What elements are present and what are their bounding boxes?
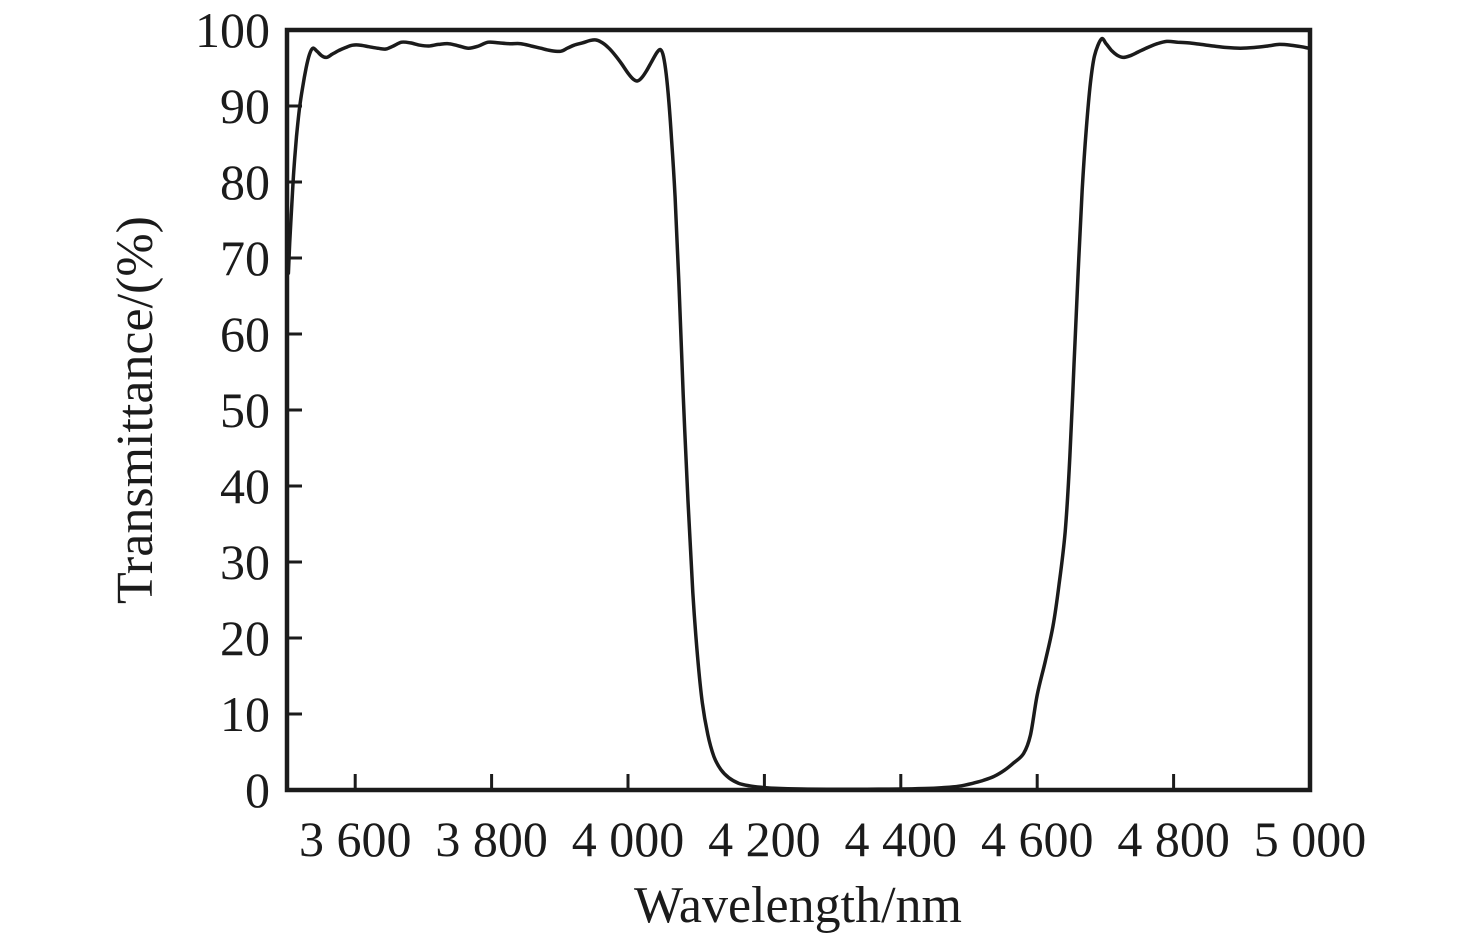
y-axis-title: Transmittance/(%) [107,216,164,604]
x-tick-label: 4 400 [845,811,958,867]
y-tick-label: 20 [220,610,270,666]
axes-frame [284,27,1313,793]
x-tick-label: 4 000 [572,811,685,867]
y-tick-label: 70 [220,230,270,286]
y-tick-label: 60 [220,306,270,362]
x-tick-label: 5 000 [1254,811,1367,867]
x-tick-label: 4 200 [708,811,821,867]
plot-area: 3 600 3 800 4 000 4 200 4 400 4 600 4 800 5 000… [195,2,1366,867]
x-tick-label: 3 800 [435,811,548,867]
y-tick-label: 100 [195,2,270,58]
y-tick-label: 0 [245,762,270,818]
y-tick-label: 40 [220,458,270,514]
y-tick-label: 50 [220,382,270,438]
transmittance-curve [286,36,1311,792]
x-axis-title: Wavelength/nm [634,877,962,934]
y-tick-label: 80 [220,154,270,210]
x-tick-label: 3 600 [299,811,412,867]
y-tick-label: 10 [220,686,270,742]
y-tick-label: 90 [220,78,270,134]
x-tick-label: 4 800 [1117,811,1230,867]
y-tick-label: 30 [220,534,270,590]
x-tick-label: 4 600 [981,811,1094,867]
